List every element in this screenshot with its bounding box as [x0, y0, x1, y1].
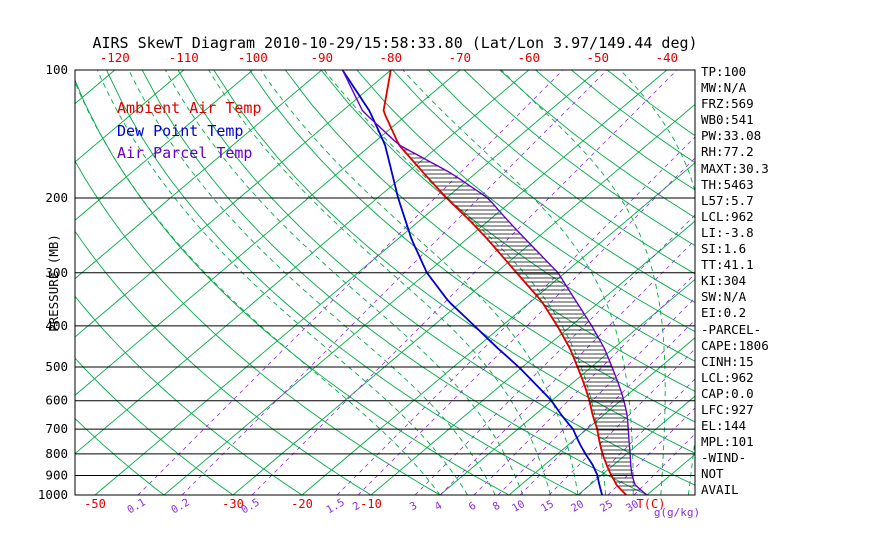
air-parcel-temp-curve: [341, 70, 648, 495]
legend-ambient-air-temp: Ambient Air Temp: [117, 99, 262, 117]
svg-text:800: 800: [45, 446, 68, 461]
stats-line: MAXT:30.3: [701, 160, 769, 176]
stats-line: CAPE:1806: [701, 337, 769, 353]
svg-text:-70: -70: [448, 50, 471, 65]
svg-text:g(g/kg): g(g/kg): [654, 506, 700, 519]
svg-text:-60: -60: [517, 50, 540, 65]
stats-line: EL:144: [701, 418, 747, 434]
pressure-grid: [74, 69, 696, 496]
svg-text:-20: -20: [291, 497, 313, 511]
svg-text:-120: -120: [100, 50, 130, 65]
svg-text:15: 15: [539, 498, 556, 515]
stats-line: AVAIL: [701, 482, 739, 498]
stats-line: TH:5463: [701, 176, 754, 192]
svg-text:600: 600: [45, 393, 68, 408]
svg-text:20: 20: [569, 498, 586, 515]
stats-line: CINH:15: [701, 353, 754, 369]
stats-line: EI:0.2: [701, 305, 747, 321]
stats-line: LFC:927: [701, 401, 754, 417]
svg-text:-30: -30: [222, 497, 244, 511]
svg-text:-40: -40: [655, 50, 678, 65]
stats-line: LCL:962: [701, 208, 754, 224]
stats-line: FRZ:569: [701, 96, 754, 112]
svg-text:700: 700: [45, 421, 68, 436]
stats-line: L57:5.7: [701, 192, 754, 208]
stats-line: -WIND-: [701, 450, 747, 466]
stats-panel: TP:100 MW:N/A FRZ:569 WB0:541 PW:33.08 RH:77.…: [701, 64, 769, 499]
svg-text:T(C): T(C): [637, 497, 666, 511]
svg-text:1.5: 1.5: [324, 496, 346, 516]
legend-air-parcel-temp: Air Parcel Temp: [117, 144, 253, 162]
svg-text:1000: 1000: [38, 487, 68, 502]
svg-text:400: 400: [45, 318, 68, 333]
legend-dew-point-temp: Dew Point Temp: [117, 121, 244, 140]
svg-text:-110: -110: [169, 50, 199, 65]
stats-line: PW:33.08: [701, 128, 762, 144]
svg-text:-10: -10: [360, 497, 382, 511]
svg-text:-80: -80: [379, 50, 402, 65]
svg-text:-50: -50: [586, 50, 609, 65]
stats-line: TT:41.1: [701, 257, 754, 273]
stats-line: LCL:962: [701, 369, 754, 385]
svg-text:100: 100: [45, 62, 68, 77]
dry-adiabat-lines: [75, 70, 695, 495]
stats-line: KI:304: [701, 273, 747, 289]
stats-line: TP:100: [701, 64, 747, 79]
dew-point-temp-curve: [341, 70, 603, 495]
svg-text:4: 4: [433, 500, 444, 514]
svg-text:30: 30: [624, 498, 641, 515]
svg-text:8: 8: [491, 500, 502, 514]
stats-line: MPL:101: [701, 434, 754, 450]
stats-line: LI:-3.8: [701, 224, 754, 240]
svg-text:900: 900: [45, 468, 68, 483]
stats-line: SI:1.6: [701, 241, 747, 257]
svg-text:6: 6: [467, 500, 478, 514]
legend: Ambient Air Temp Dew Point Temp Air Parc…: [117, 97, 262, 165]
svg-text:0.2: 0.2: [169, 496, 191, 516]
svg-text:10: 10: [510, 498, 527, 515]
stats-line: RH:77.2: [701, 144, 754, 160]
moist-adiabat-lines: [75, 70, 695, 495]
svg-text:25: 25: [598, 498, 615, 515]
chart-title: AIRS SkewT Diagram 2010-10-29/15:58:33.8…: [92, 34, 698, 52]
svg-text:0.1: 0.1: [125, 496, 147, 516]
svg-text:-90: -90: [310, 50, 333, 65]
ambient-air-temp-curve: [382, 70, 627, 495]
svg-text:200: 200: [45, 190, 68, 205]
svg-text:500: 500: [45, 359, 68, 374]
svg-text:-50: -50: [84, 497, 106, 511]
svg-text:3: 3: [408, 500, 419, 514]
stats-line: -PARCEL-: [701, 321, 762, 337]
svg-text:-100: -100: [238, 50, 268, 65]
stats-line: SW:N/A: [701, 289, 747, 305]
stats-line: CAP:0.0: [701, 385, 754, 401]
stats-line: WB0:541: [701, 112, 754, 128]
svg-text:2: 2: [351, 500, 362, 514]
stats-line: MW:N/A: [701, 80, 747, 96]
stats-line: NOT: [701, 466, 724, 482]
svg-text:PRESSURE (MB): PRESSURE (MB): [46, 234, 61, 332]
svg-text:300: 300: [45, 265, 68, 280]
